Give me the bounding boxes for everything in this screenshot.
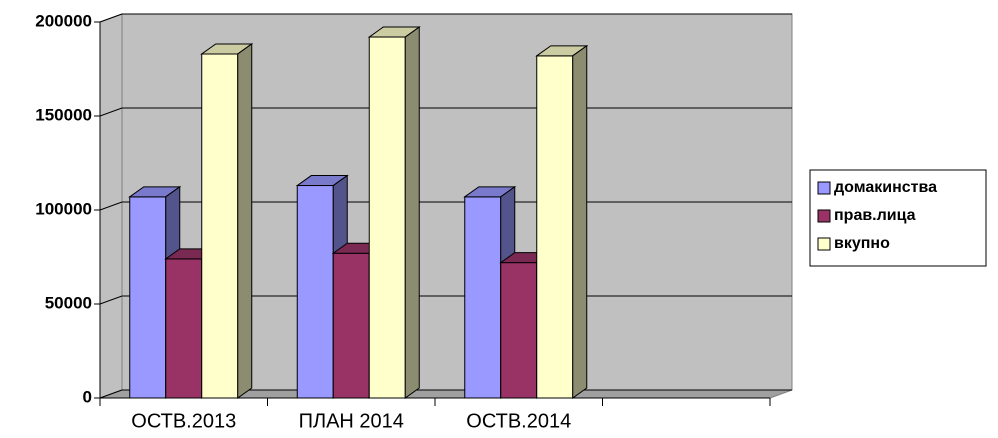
bar-side bbox=[237, 42, 253, 399]
x-tick-label: ПЛАН 2014 bbox=[299, 410, 404, 432]
bar bbox=[165, 258, 203, 399]
legend-swatch bbox=[817, 181, 831, 195]
grid-line-side bbox=[99, 201, 123, 211]
bar bbox=[296, 185, 334, 399]
y-tick-label: 50000 bbox=[45, 293, 92, 312]
legend-swatch bbox=[817, 209, 831, 223]
legend-label: домакинства bbox=[834, 179, 937, 196]
legend-label: прав.лица bbox=[834, 207, 916, 224]
y-tick-label: 0 bbox=[83, 387, 92, 406]
grid-line-side bbox=[99, 107, 123, 117]
grid-line-side bbox=[99, 295, 123, 305]
grid-line-side bbox=[99, 389, 123, 399]
bar bbox=[536, 55, 574, 399]
y-tick-label: 100000 bbox=[35, 199, 92, 218]
legend-box bbox=[809, 169, 987, 267]
bar bbox=[464, 196, 502, 399]
x-tick-label: ОСТВ.2013 bbox=[131, 410, 236, 432]
bar bbox=[332, 252, 370, 399]
x-tick-label: ОСТВ.2014 bbox=[466, 410, 571, 432]
y-tick-label: 200000 bbox=[35, 11, 92, 30]
bar bbox=[500, 262, 538, 399]
bar-side bbox=[572, 44, 588, 399]
legend-swatch bbox=[817, 237, 831, 251]
bar-side bbox=[404, 26, 420, 399]
legend-label: вкупно bbox=[834, 235, 890, 252]
y-tick-label: 150000 bbox=[35, 105, 92, 124]
bar bbox=[368, 36, 406, 399]
grid-line-side bbox=[99, 13, 123, 23]
bar bbox=[129, 196, 167, 399]
bar bbox=[201, 53, 239, 399]
